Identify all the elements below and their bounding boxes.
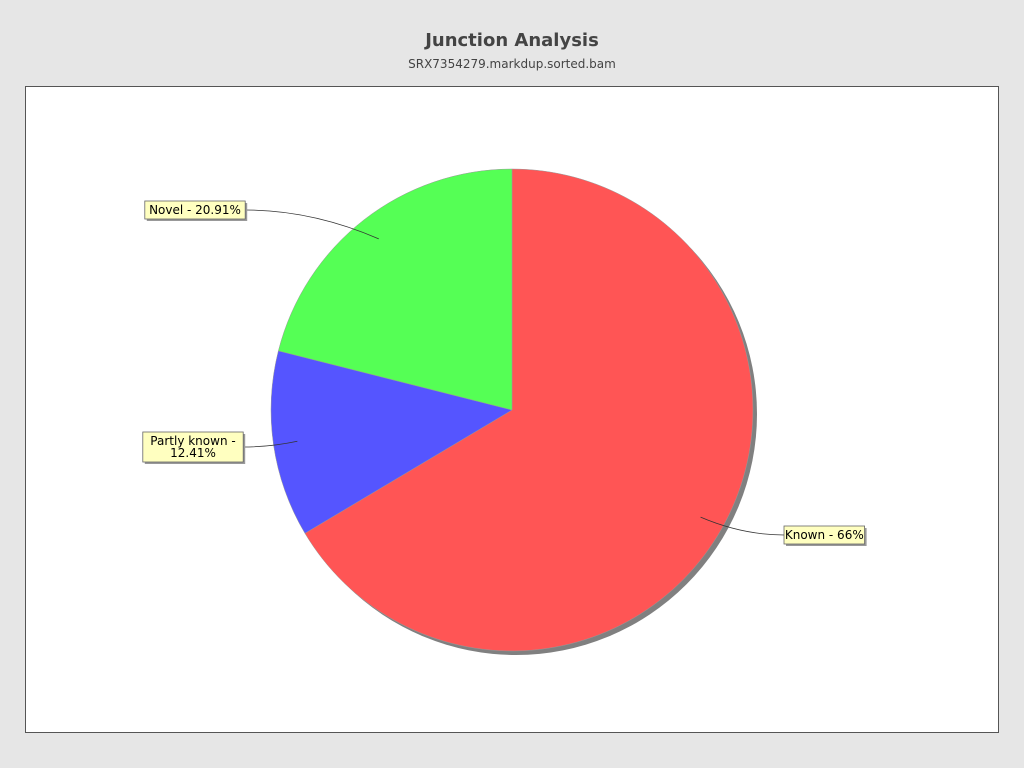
pie-slice-novel [278,168,513,411]
label-box [142,431,244,463]
slice-label: Known - 66% [785,528,864,542]
slice-label: Novel - 20.91% [149,203,241,217]
label-box [783,525,865,545]
leader-line [245,209,379,240]
slice-label: Partly known - [150,434,235,448]
pie-slice-partly-known [270,350,513,534]
pie-slice-known [304,168,754,652]
leader-line [700,516,785,536]
chart-subtitle: SRX7354279.markdup.sorted.bam [408,57,616,71]
chart-title: Junction Analysis [425,30,599,51]
label-box [144,200,246,220]
slice-label: 12.41% [170,446,216,460]
leader-line [243,440,298,448]
